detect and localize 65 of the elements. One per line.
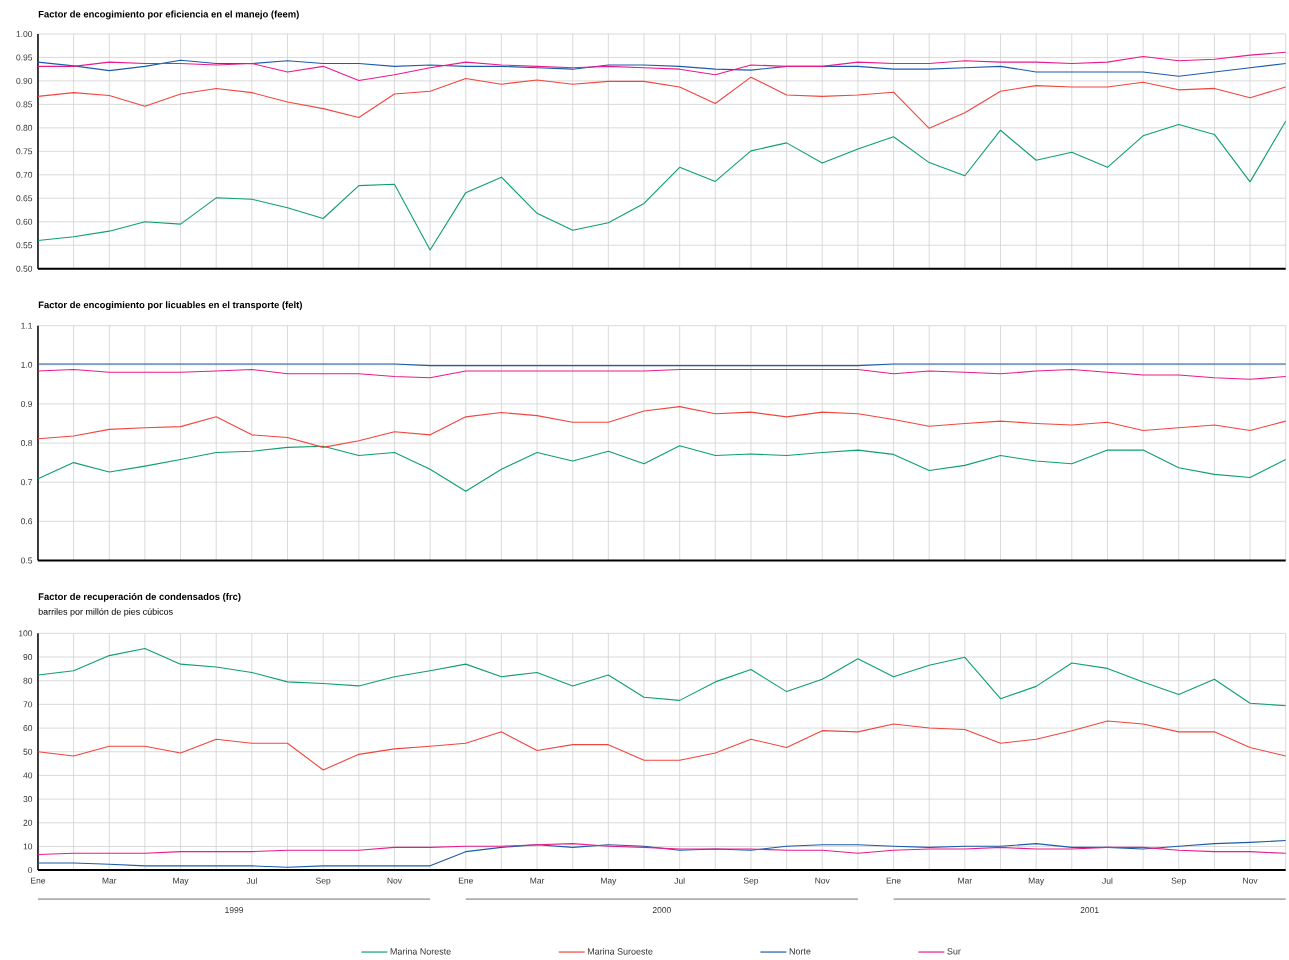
y-tick-label: 50 (23, 748, 33, 755)
y-tick-label: 0.5 (21, 557, 33, 564)
y-tick-label: 0.7 (21, 479, 33, 486)
x-tick-label: Jul (1102, 877, 1113, 884)
chart-title: Factor de recuperación de condensados (frc) (38, 592, 241, 602)
x-tick-label: Ene (886, 877, 901, 884)
x-tick-label: May (173, 877, 189, 886)
y-tick-label: 100 (18, 630, 33, 637)
chart-title: Factor de encogimiento por eficiencia en el manejo (feem) (38, 10, 299, 20)
line-series (37, 51, 1287, 81)
chart-subtitle: barriles por millón de pies cúbicos (38, 608, 173, 617)
y-tick-label: 90 (23, 654, 33, 661)
y-tick-label: 40 (23, 772, 33, 779)
text: 2001 (1080, 907, 1099, 914)
text: 1999 (225, 907, 244, 914)
x-tick-label: Nov (1243, 877, 1258, 884)
line-series (37, 647, 1287, 707)
y-tick-label: 0.60 (16, 218, 33, 225)
x-tick-label: Ene (31, 877, 46, 884)
x-tick-label: Nov (815, 877, 830, 884)
line-series (37, 120, 1287, 251)
y-tick-label: 10 (23, 843, 33, 850)
chart-title: Factor de encogimiento por licuables en el transporte (felt) (38, 301, 302, 311)
x-tick-label: Ene (458, 877, 473, 884)
line-series (37, 720, 1287, 771)
y-tick-label: 0.85 (16, 101, 33, 108)
y-tick-label: 1.0 (21, 361, 33, 368)
x-tick-label: Sep (316, 877, 331, 886)
y-tick-label: 0.55 (16, 242, 33, 249)
x-tick-label: Jul (246, 877, 257, 884)
y-tick-label: 0.65 (16, 195, 33, 202)
legend-label: Sur (947, 948, 961, 955)
text: 2000 (652, 907, 671, 914)
y-tick-label: 20 (23, 819, 33, 826)
y-tick-label: 0.6 (21, 518, 33, 525)
x-tick-label: Sep (1171, 877, 1186, 886)
legend-label: Norte (789, 948, 811, 955)
x-tick-label: Sep (743, 877, 759, 886)
line-series (37, 76, 1287, 129)
y-tick-label: 70 (23, 701, 33, 708)
y-tick-label: 0.50 (16, 265, 33, 272)
y-tick-label: 1.00 (16, 30, 33, 37)
y-tick-label: 0 (28, 867, 33, 874)
y-tick-label: 80 (23, 677, 33, 684)
y-tick-label: 30 (23, 796, 33, 803)
x-tick-label: Mar (958, 877, 972, 884)
y-tick-label: 0.9 (21, 400, 33, 407)
y-tick-label: 0.70 (16, 171, 33, 178)
legend-label: Marina Suroeste (587, 948, 653, 955)
x-tick-label: Mar (102, 877, 117, 884)
y-tick-label: 0.95 (16, 54, 33, 61)
x-tick-label: May (1028, 877, 1045, 886)
line-series (37, 445, 1287, 492)
y-tick-label: 0.80 (16, 124, 33, 131)
y-tick-label: 1.1 (21, 322, 33, 329)
x-tick-label: Jul (674, 877, 685, 884)
x-tick-label: Mar (530, 877, 545, 884)
line-series (37, 406, 1287, 448)
y-tick-label: 60 (23, 725, 33, 732)
x-tick-label: Nov (387, 877, 402, 884)
y-tick-label: 0.8 (21, 440, 33, 447)
y-tick-label: 0.90 (16, 77, 33, 84)
legend-label: Marina Noreste (390, 948, 451, 955)
y-tick-label: 0.75 (16, 148, 33, 155)
x-tick-label: May (601, 877, 617, 886)
